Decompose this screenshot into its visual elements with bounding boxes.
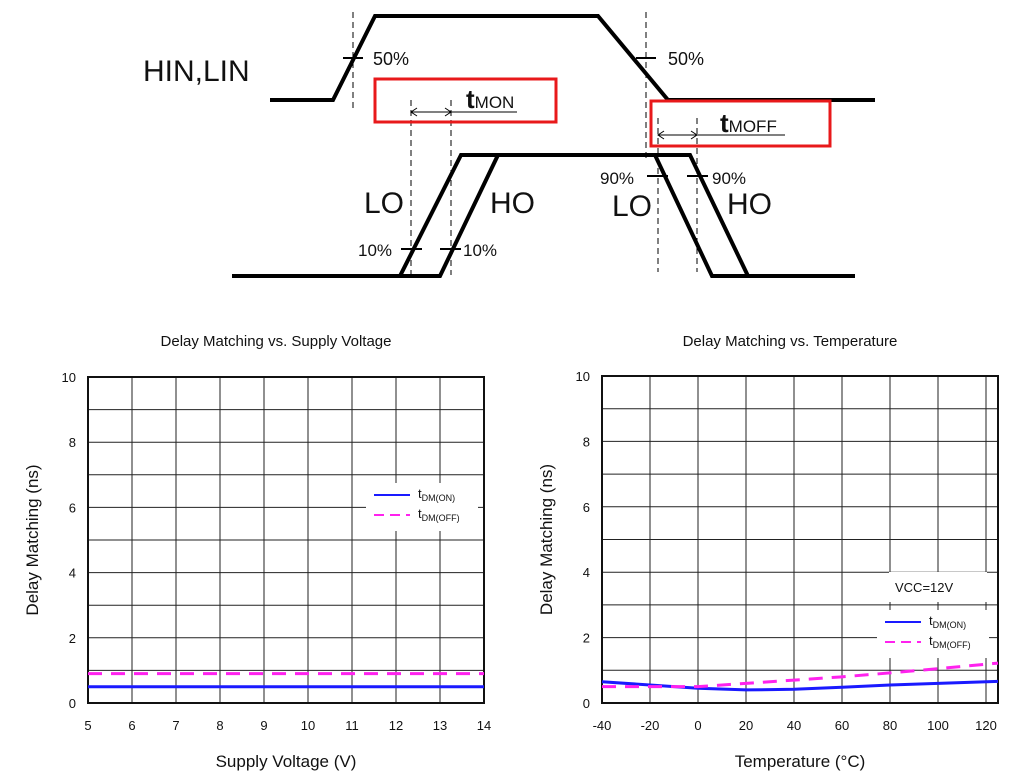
plot-frame [87, 376, 485, 704]
series-line-tdm-off [602, 661, 999, 689]
x-tick-label: 14 [477, 718, 491, 733]
y-tick-label: 10 [576, 369, 590, 384]
y-tick-label: 2 [69, 631, 76, 646]
x-axis-label: Supply Voltage (V) [216, 752, 357, 771]
chart-title: Delay Matching vs. Temperature [683, 333, 898, 350]
y-axis-label: Delay Matching (ns) [537, 464, 556, 615]
tmoff-label: tMOFF [720, 108, 777, 138]
x-tick-label: 7 [172, 718, 179, 733]
legend-label: tDM(ON) [929, 613, 966, 630]
x-tick-label: 0 [694, 718, 701, 733]
x-tick-label: 6 [128, 718, 135, 733]
y-axis-label: Delay Matching (ns) [23, 464, 42, 615]
legend-label: tDM(ON) [418, 486, 455, 503]
x-tick-label: -40 [593, 718, 612, 733]
x-tick-label: 80 [883, 718, 897, 733]
annotation-background [889, 572, 987, 602]
y-tick-label: 4 [583, 565, 590, 580]
tmon-highlight-box [373, 77, 558, 124]
lo-on-label: LO [364, 187, 404, 220]
label-50pct-fall: 50% [668, 49, 704, 69]
x-tick-label: 13 [433, 718, 447, 733]
ho-on-label: HO [490, 187, 535, 220]
tmon-arrow [410, 107, 517, 117]
y-tick-label: 10 [62, 370, 76, 385]
chart-2: Delay Matching vs. Temperature-40 -20 0 20 4… [537, 333, 999, 771]
reference-dashed-lines [352, 12, 698, 275]
threshold-ticks [343, 57, 708, 250]
x-tick-label: 20 [739, 718, 753, 733]
y-tick-label: 0 [583, 696, 590, 711]
label-10pct-lo: 10% [358, 241, 392, 260]
tmon-label: tMON [466, 84, 514, 114]
x-tick-label: 11 [345, 718, 359, 733]
chart-title: Delay Matching vs. Supply Voltage [161, 333, 392, 350]
legend-label: tDM(OFF) [418, 506, 460, 523]
tmoff-highlight-box [649, 99, 832, 148]
label-10pct-ho: 10% [463, 241, 497, 260]
charts: Delay Matching vs. Supply Voltage 5 6 7 8 9 10… [23, 333, 999, 771]
x-axis-label: Temperature (°C) [735, 752, 866, 771]
x-tick-label: 8 [216, 718, 223, 733]
x-tick-label: 9 [260, 718, 267, 733]
x-tick-label: 60 [835, 718, 849, 733]
y-tick-label: 6 [583, 500, 590, 515]
x-tick-label: 12 [389, 718, 403, 733]
lo-off-label: LO [612, 190, 652, 223]
plot-frame [601, 375, 999, 704]
legend-background [877, 610, 989, 658]
y-tick-label: 2 [583, 631, 590, 646]
tmoff-arrow [657, 130, 785, 140]
label-90pct-ho: 90% [712, 169, 746, 188]
annotation-vcc: VCC=12V [895, 580, 953, 595]
y-tick-label: 6 [69, 500, 76, 515]
series-line-tdm-on [601, 679, 999, 692]
x-tick-label: 5 [84, 718, 91, 733]
legend-background [366, 483, 478, 531]
y-tick-label: 4 [69, 566, 76, 581]
label-90pct-lo: 90% [600, 169, 634, 188]
timing-diagram [232, 12, 875, 278]
x-tick-label: 100 [927, 718, 949, 733]
x-tick-label: -20 [641, 718, 660, 733]
x-tick-label: 120 [975, 718, 997, 733]
chart-1: Delay Matching vs. Supply Voltage 5 6 7 8 9 10… [23, 333, 491, 771]
label-50pct-rise: 50% [373, 49, 409, 69]
ho-off-label: HO [727, 188, 772, 221]
ho-waveform [400, 153, 750, 278]
y-tick-label: 0 [69, 696, 76, 711]
x-tick-label: 40 [787, 718, 801, 733]
legend-label: tDM(OFF) [929, 633, 971, 650]
y-tick-label: 8 [583, 434, 590, 449]
x-tick-label: 10 [301, 718, 315, 733]
y-tick-label: 8 [69, 435, 76, 450]
hin-lin-label: HIN,LIN [143, 55, 250, 88]
